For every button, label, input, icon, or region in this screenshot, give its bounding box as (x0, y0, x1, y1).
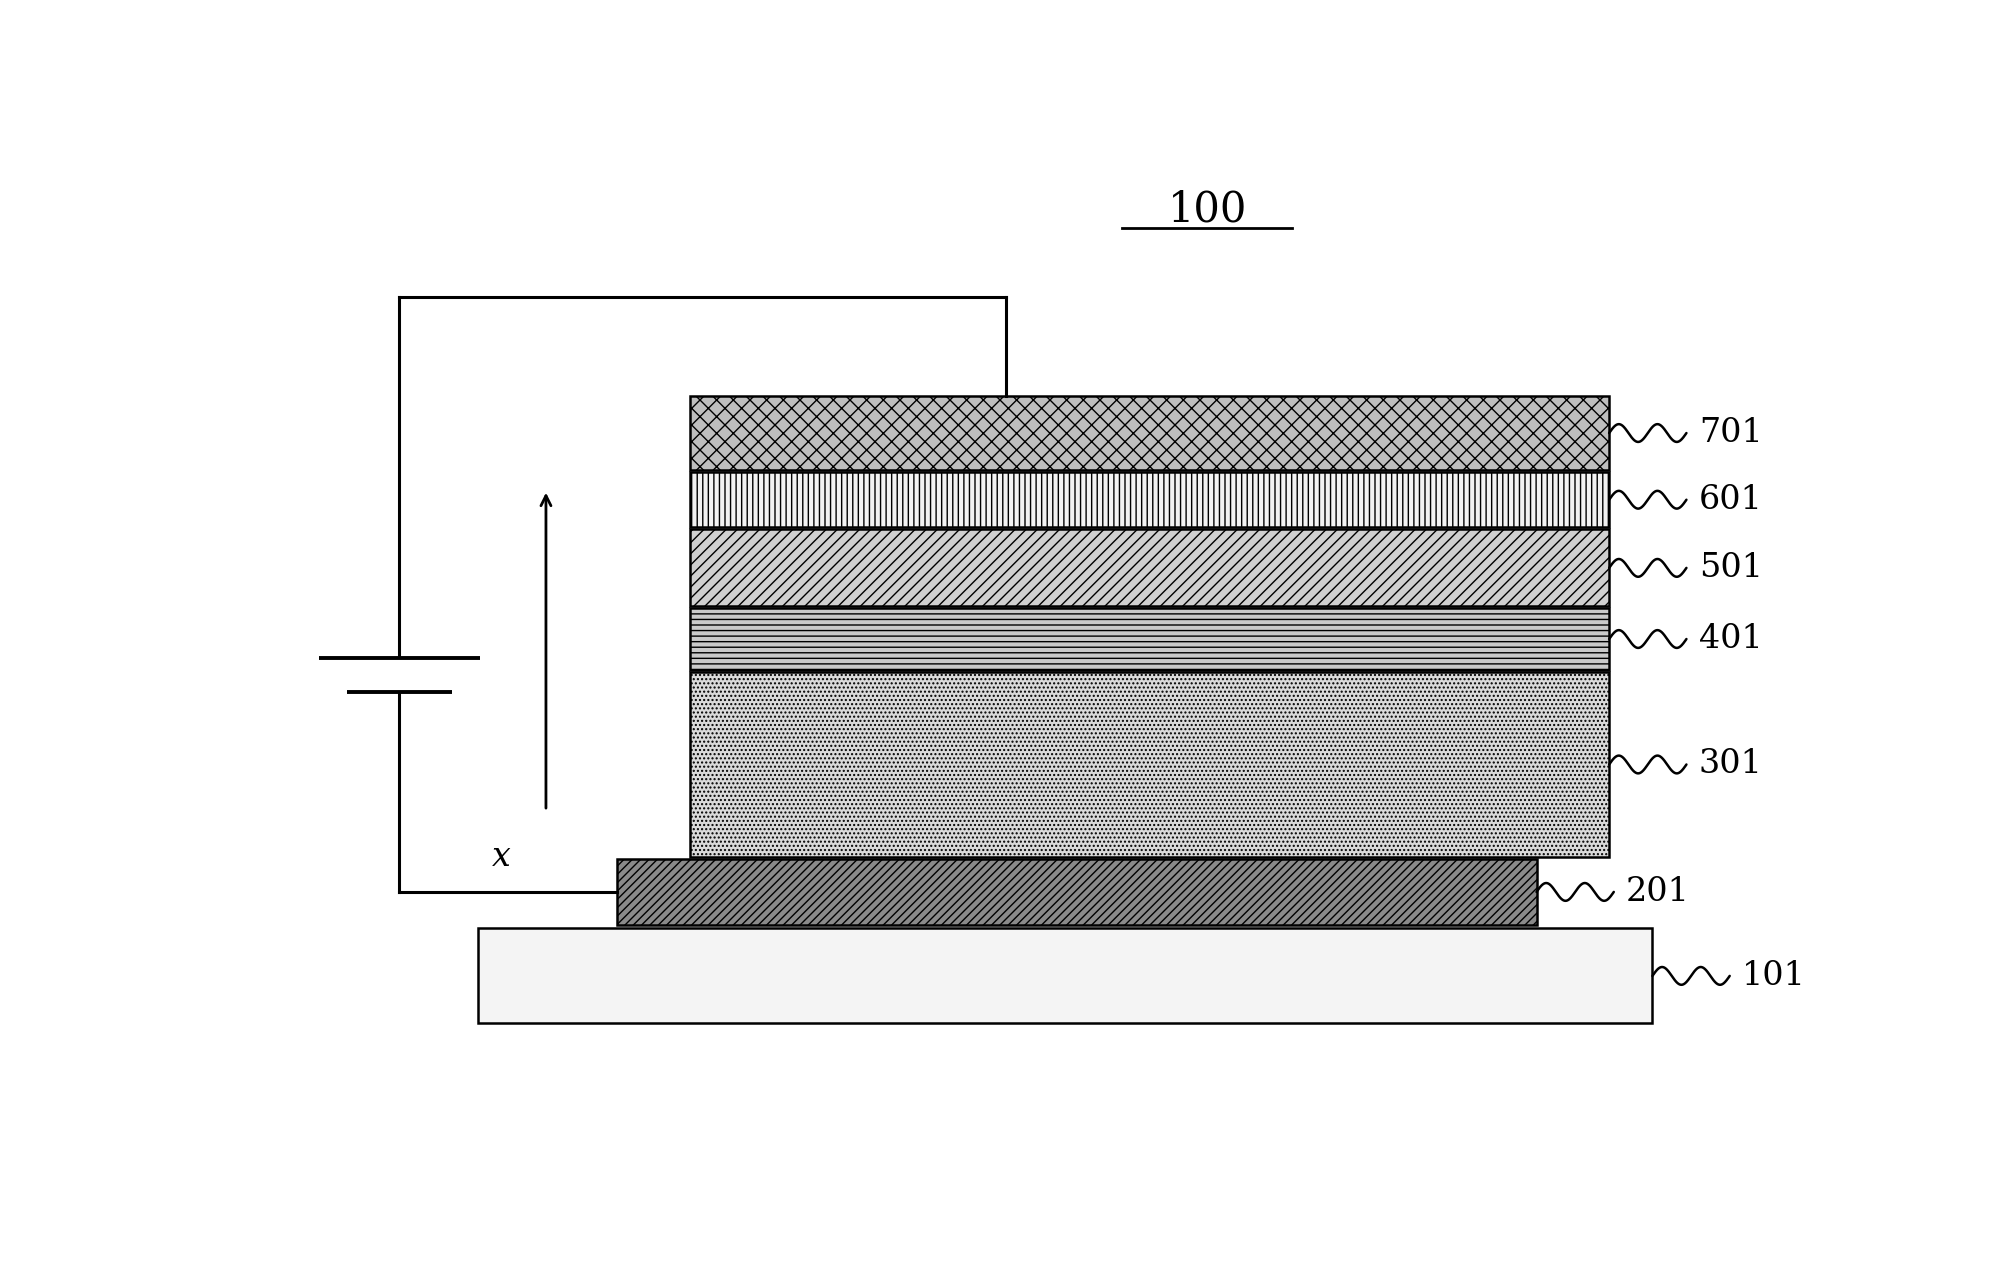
Bar (690, 671, 1609, 857)
Bar (690, 530, 1609, 607)
Text: 100: 100 (1168, 189, 1246, 231)
Bar (479, 929, 1653, 1024)
Bar (616, 860, 1537, 925)
Text: 501: 501 (1699, 552, 1763, 584)
Bar (690, 608, 1609, 670)
Text: 201: 201 (1627, 876, 1691, 908)
Text: 401: 401 (1699, 624, 1763, 656)
Text: 701: 701 (1699, 417, 1763, 449)
Bar (690, 472, 1609, 527)
Text: 101: 101 (1743, 960, 1807, 992)
Text: x: x (493, 840, 510, 872)
Text: 301: 301 (1699, 748, 1763, 780)
Text: 601: 601 (1699, 484, 1763, 516)
Bar (690, 396, 1609, 470)
